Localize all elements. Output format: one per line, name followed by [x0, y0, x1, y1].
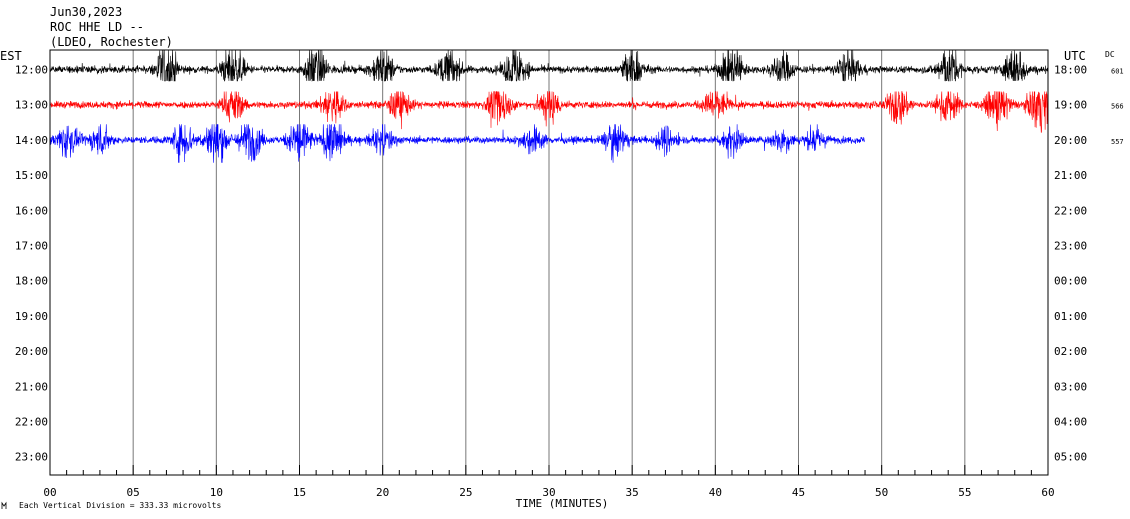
est-label-10: 22:00	[15, 416, 48, 429]
x-axis-title: TIME (MINUTES)	[516, 497, 609, 510]
x-tick-label-40: 40	[709, 486, 722, 499]
dc-label: DC	[1105, 50, 1115, 59]
x-tick-label-00: 00	[43, 486, 56, 499]
utc-label-0: 18:00	[1054, 64, 1087, 77]
lm-logo-icon	[1, 501, 7, 509]
utc-label-10: 04:00	[1054, 416, 1087, 429]
x-tick-label-25: 25	[459, 486, 472, 499]
utc-label-2: 20:00	[1054, 134, 1087, 147]
est-label-3: 15:00	[15, 169, 48, 182]
est-label-8: 20:00	[15, 345, 48, 358]
est-label-1: 13:00	[15, 99, 48, 112]
x-tick-label-05: 05	[127, 486, 140, 499]
utc-label-6: 00:00	[1054, 275, 1087, 288]
est-label-7: 19:00	[15, 310, 48, 323]
est-label-2: 14:00	[15, 134, 48, 147]
dc-value-0: 601	[1111, 68, 1124, 76]
est-label-9: 21:00	[15, 380, 48, 393]
trace-row-1	[49, 91, 1049, 133]
seismic-traces	[49, 50, 1049, 163]
x-tick-label-45: 45	[792, 486, 805, 499]
est-label-0: 12:00	[15, 64, 48, 77]
x-tick-label-20: 20	[376, 486, 389, 499]
est-hour-labels: 12:00 13:00 14:00 15:00 16:00 17:00 18:00 19:00…	[15, 64, 48, 464]
x-tick-label-35: 35	[626, 486, 639, 499]
x-tick-label-30: 30	[542, 486, 555, 499]
dc-value-1: 566	[1111, 103, 1124, 111]
trace-row-2	[49, 124, 865, 163]
utc-axis-label: UTC	[1064, 49, 1086, 63]
utc-label-4: 22:00	[1054, 204, 1087, 217]
dc-value-2: 557	[1111, 138, 1124, 146]
utc-label-3: 21:00	[1054, 169, 1087, 182]
footer-note: Each Vertical Division = 333.33 microvol…	[1, 501, 221, 510]
utc-label-5: 23:00	[1054, 240, 1087, 253]
dc-values: 601 566 557	[1111, 68, 1124, 146]
utc-label-8: 02:00	[1054, 345, 1087, 358]
x-tick-label-15: 15	[293, 486, 306, 499]
x-tick-label-60: 60	[1041, 486, 1054, 499]
utc-label-9: 03:00	[1054, 380, 1087, 393]
x-tick-label-50: 50	[875, 486, 888, 499]
est-label-11: 23:00	[15, 451, 48, 464]
utc-hour-labels: 18:00 19:00 20:00 21:00 22:00 23:00 00:00 01:00…	[1054, 64, 1087, 464]
trace-row-0	[49, 50, 1049, 82]
est-axis-label: EST	[0, 49, 22, 63]
footer-note-text: Each Vertical Division = 333.33 microvol…	[19, 501, 221, 510]
utc-label-1: 19:00	[1054, 99, 1087, 112]
est-label-4: 16:00	[15, 204, 48, 217]
x-tick-label-55: 55	[958, 486, 971, 499]
utc-label-11: 05:00	[1054, 451, 1087, 464]
utc-label-7: 01:00	[1054, 310, 1087, 323]
est-label-5: 17:00	[15, 240, 48, 253]
est-label-6: 18:00	[15, 275, 48, 288]
x-tick-label-10: 10	[210, 486, 223, 499]
title-date: Jun30,2023	[50, 5, 122, 19]
minute-gridlines	[132, 50, 966, 475]
chart-title: Jun30,2023 ROC HHE LD -- (LDEO, Rocheste…	[50, 5, 173, 49]
title-station: ROC HHE LD --	[50, 20, 144, 34]
minute-ticks: 00 05 10 15 20 25 30 35 40 45 50 55 60	[43, 465, 1055, 499]
title-network: (LDEO, Rochester)	[50, 35, 173, 49]
